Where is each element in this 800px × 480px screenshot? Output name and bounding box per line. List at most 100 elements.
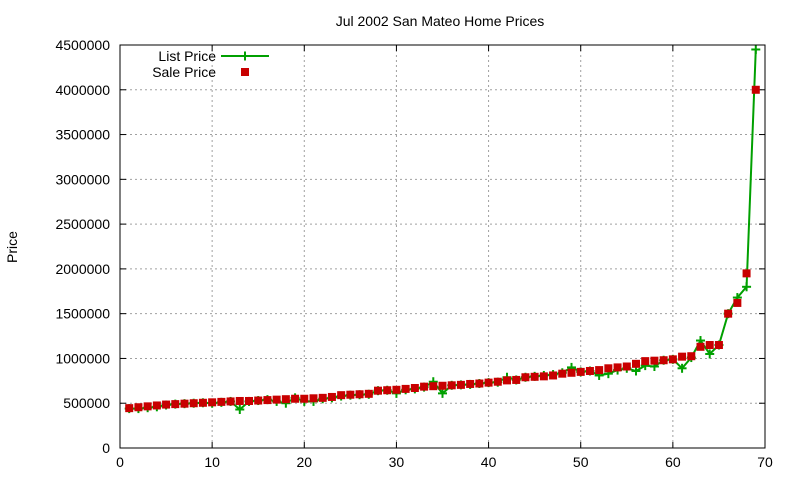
sale-price-point (327, 392, 336, 401)
sale-price-point (364, 389, 373, 398)
legend-marker-sale-price (241, 68, 249, 76)
sale-price-series (125, 85, 760, 413)
sale-price-point (585, 366, 594, 375)
sale-price-point (724, 309, 733, 318)
sale-price-point (466, 379, 475, 388)
sale-price-point (162, 400, 171, 409)
sale-price-point (254, 396, 263, 405)
list-price-point (751, 44, 761, 54)
legend-item-list-price: List Price (158, 48, 269, 64)
sale-price-point (595, 366, 604, 375)
sale-price-point (549, 371, 558, 380)
y-tick-label: 3500000 (55, 127, 110, 143)
sale-price-point (309, 394, 318, 403)
sale-price-point (659, 356, 668, 365)
sale-price-point (198, 398, 207, 407)
sale-price-point (576, 367, 585, 376)
y-tick-label: 500000 (63, 395, 110, 411)
sale-price-point (696, 342, 705, 351)
sale-price-point (281, 395, 290, 404)
sale-price-point (263, 396, 272, 405)
list-price-point (705, 349, 715, 359)
x-tick-label: 30 (389, 454, 405, 470)
y-tick-label: 1000000 (55, 350, 110, 366)
sale-price-point (318, 393, 327, 402)
sale-price-point (512, 375, 521, 384)
y-tick-label: 2000000 (55, 261, 110, 277)
sale-price-point (733, 298, 742, 307)
legend-marker-list-price (240, 51, 250, 61)
sale-price-point (410, 383, 419, 392)
legend-item-sale-price: Sale Price (152, 64, 249, 80)
x-tick-label: 60 (665, 454, 681, 470)
sale-price-point (171, 400, 180, 409)
sale-price-point (641, 357, 650, 366)
sale-price-point (742, 269, 751, 278)
sale-price-point (678, 352, 687, 361)
sale-price-point (668, 355, 677, 364)
legend-label-list-price: List Price (158, 48, 216, 64)
x-tick-label: 70 (757, 454, 773, 470)
sale-price-point (539, 372, 548, 381)
sale-price-point (374, 386, 382, 395)
sale-price-point (521, 373, 530, 382)
chart-title: Jul 2002 San Mateo Home Prices (336, 13, 545, 29)
sale-price-point (613, 363, 622, 372)
sale-price-point (272, 395, 281, 404)
list-price-point (742, 282, 752, 292)
axis-ticks: 0 10 20 30 40 50 60 70 0 500000 1000000 1500000 2000… (55, 37, 773, 470)
sale-price-point (337, 391, 346, 400)
y-tick-label: 3000000 (55, 171, 110, 187)
sale-price-point (632, 359, 640, 368)
x-tick-label: 50 (573, 454, 589, 470)
sale-price-point (152, 401, 161, 410)
sale-price-point (217, 397, 226, 406)
sale-price-point (383, 386, 392, 395)
y-tick-label: 4000000 (55, 82, 110, 98)
y-tick-label: 4500000 (55, 37, 110, 53)
sale-price-point (475, 379, 484, 388)
sale-price-point (650, 356, 659, 365)
sale-price-point (484, 378, 493, 387)
x-tick-label: 10 (204, 454, 220, 470)
data-series (124, 44, 761, 414)
sale-price-point (493, 377, 502, 386)
sale-price-point (235, 396, 244, 405)
sale-price-point (447, 381, 456, 390)
sale-price-point (401, 384, 410, 393)
sale-price-point (622, 362, 631, 371)
sale-price-point (143, 402, 152, 411)
y-axis-label: Price (4, 231, 20, 263)
sale-price-point (189, 399, 198, 408)
sale-price-point (355, 390, 364, 399)
sale-price-point (420, 382, 429, 391)
sale-price-point (567, 368, 576, 377)
sale-price-point (530, 372, 539, 381)
sale-price-point (705, 341, 714, 350)
sale-price-point (456, 380, 465, 389)
sale-price-point (604, 364, 613, 373)
x-tick-label: 0 (116, 454, 124, 470)
list-price-point (631, 366, 641, 376)
x-tick-label: 20 (296, 454, 312, 470)
plot-border (119, 44, 766, 449)
x-tick-label: 40 (481, 454, 497, 470)
list-price-point (438, 388, 447, 398)
sale-price-point (291, 394, 300, 403)
sale-price-point (300, 394, 309, 403)
sale-price-point (503, 376, 511, 385)
sale-price-point (226, 397, 235, 406)
legend-label-sale-price: Sale Price (152, 64, 216, 80)
sale-price-point (208, 398, 217, 407)
sale-price-point (751, 85, 760, 94)
sale-price-point (392, 385, 401, 394)
list-price-point (235, 404, 245, 414)
sale-price-point (125, 404, 134, 413)
sale-price-point (429, 382, 438, 391)
sale-price-point (245, 396, 253, 405)
y-tick-label: 1500000 (55, 306, 110, 322)
sale-price-point (180, 399, 189, 408)
sale-price-point (558, 369, 567, 378)
